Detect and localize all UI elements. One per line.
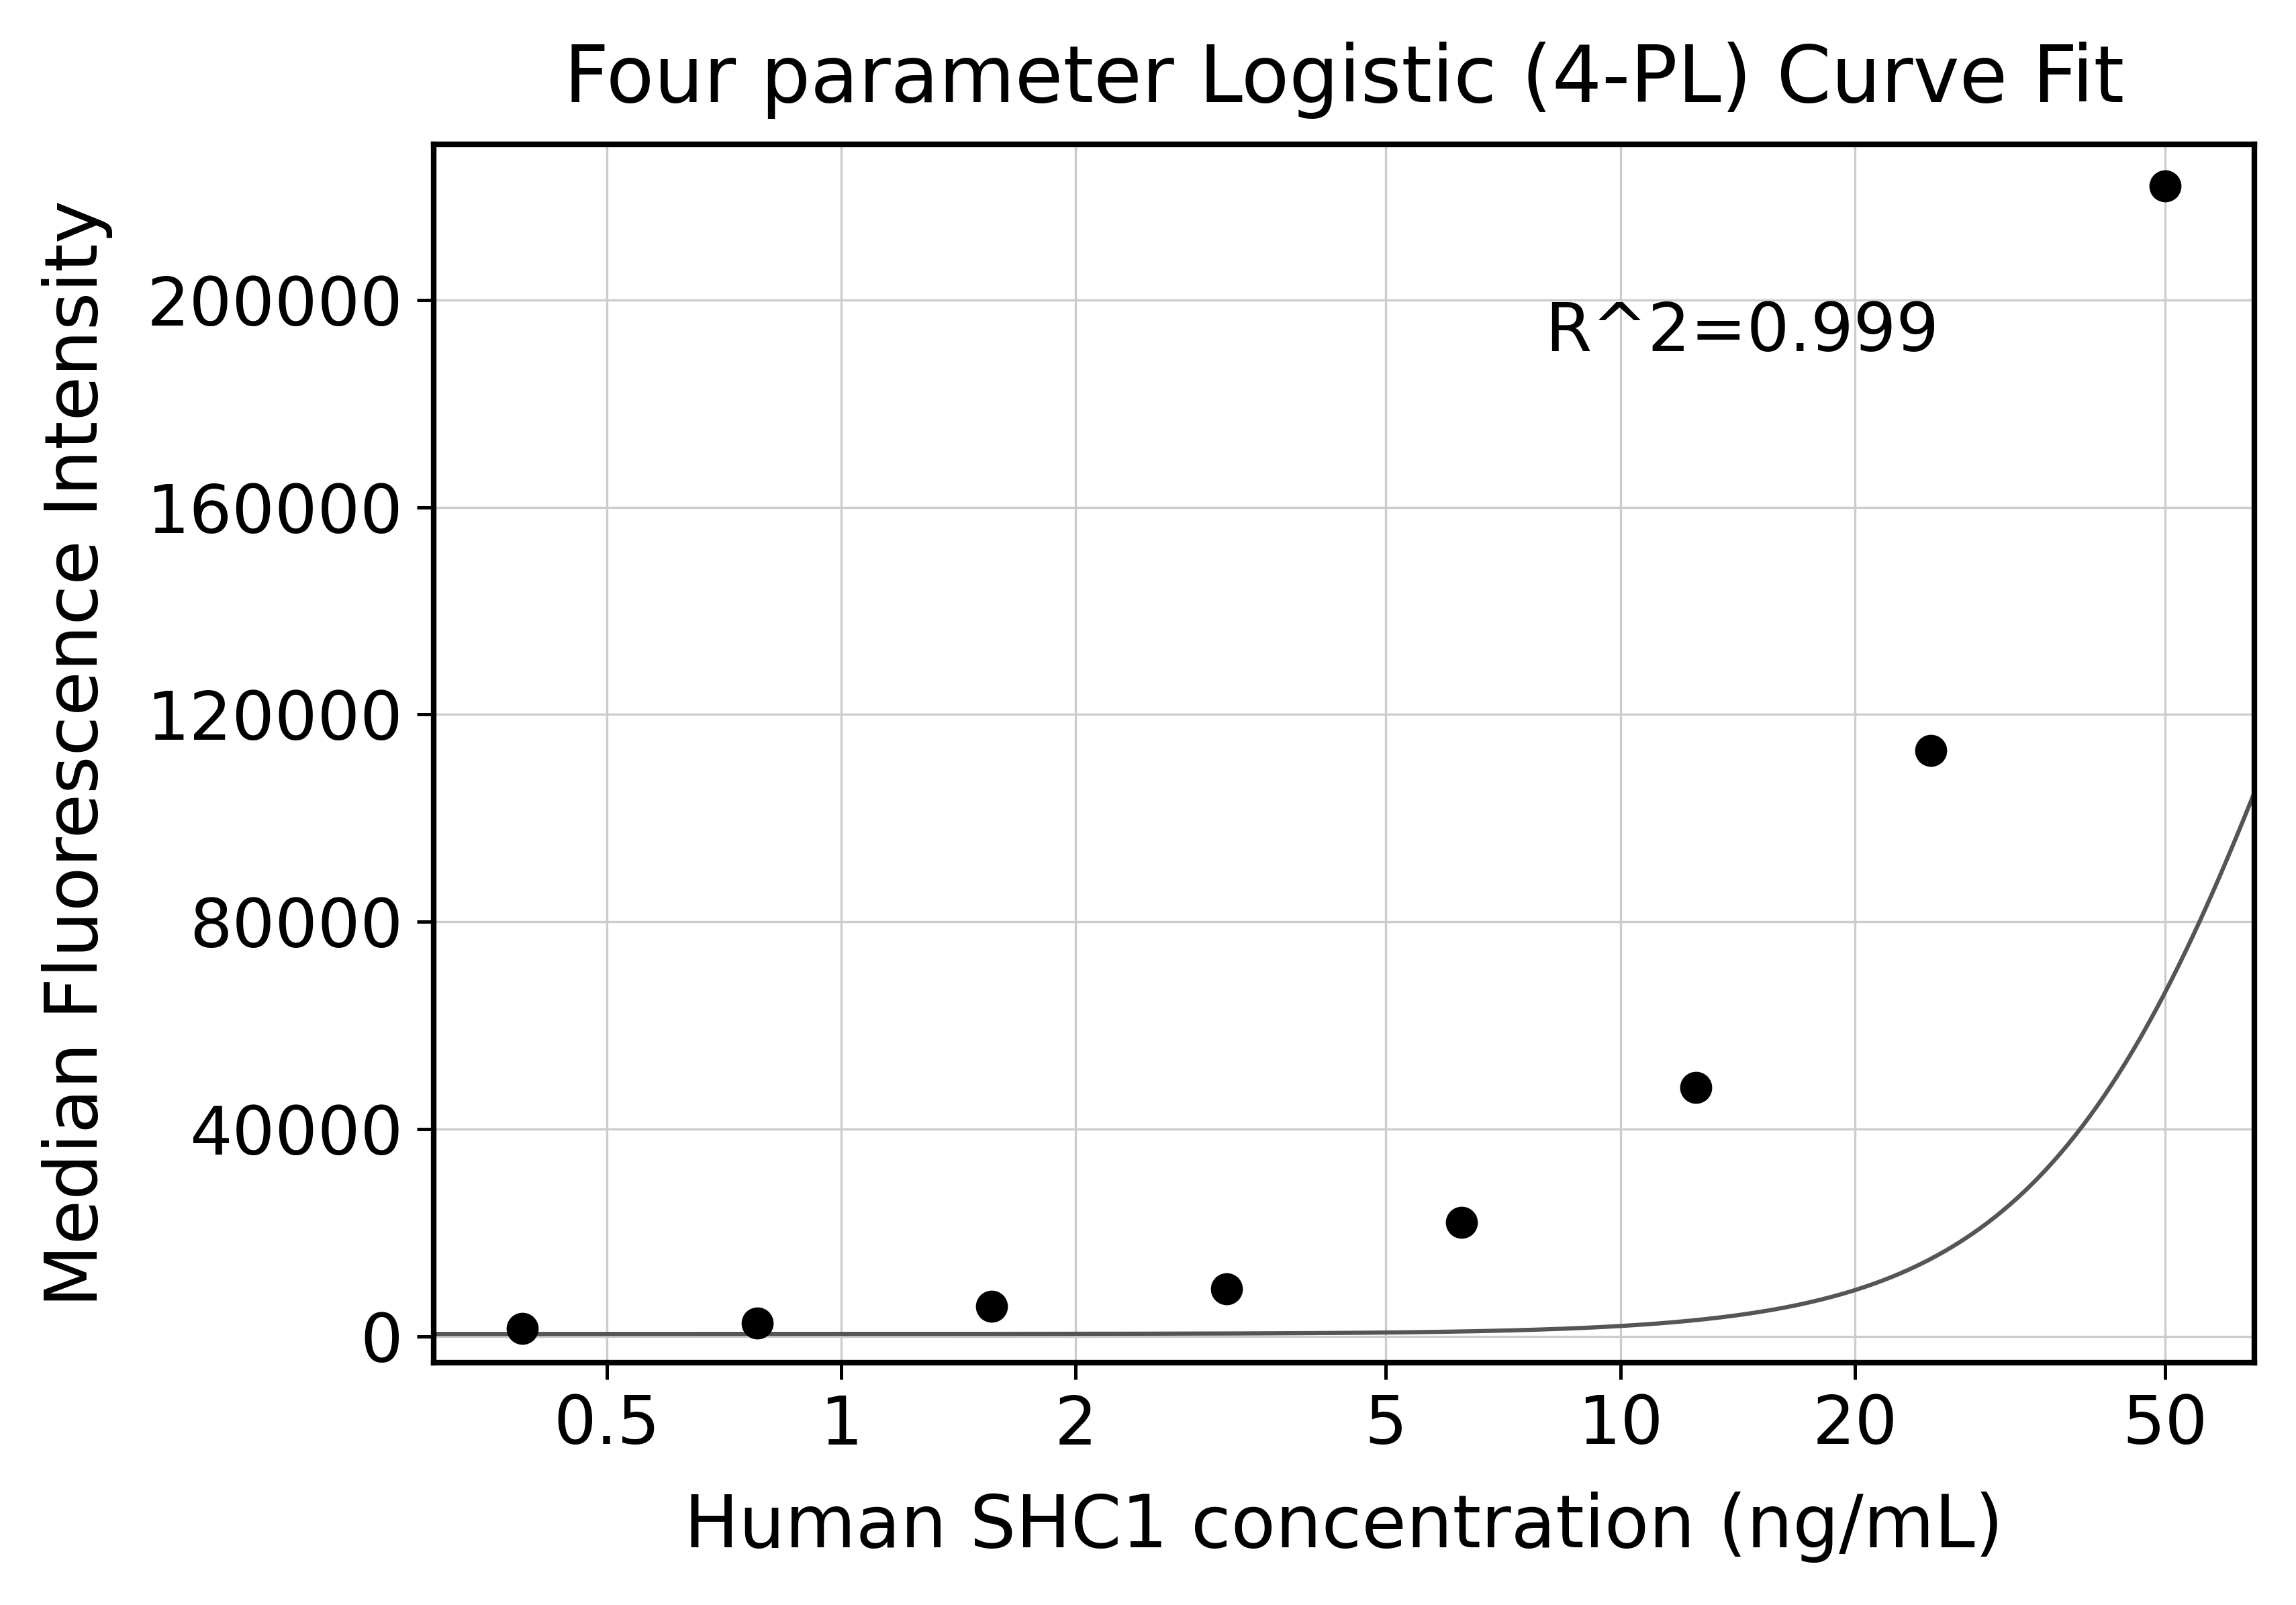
Text: R^2=0.999: R^2=0.999 [1545,300,1940,364]
Y-axis label: Median Fluorescence Intensity: Median Fluorescence Intensity [41,201,113,1306]
Point [1444,1210,1481,1236]
Point [974,1294,1010,1319]
Title: Four parameter Logistic (4-PL) Curve Fit: Four parameter Logistic (4-PL) Curve Fit [565,42,2124,119]
Point [2147,173,2183,199]
Point [1208,1276,1244,1302]
Point [739,1310,776,1335]
X-axis label: Human SHC1 concentration (ng/mL): Human SHC1 concentration (ng/mL) [684,1493,2004,1563]
Point [505,1316,542,1342]
Point [1678,1075,1715,1101]
Point [1913,738,1949,764]
